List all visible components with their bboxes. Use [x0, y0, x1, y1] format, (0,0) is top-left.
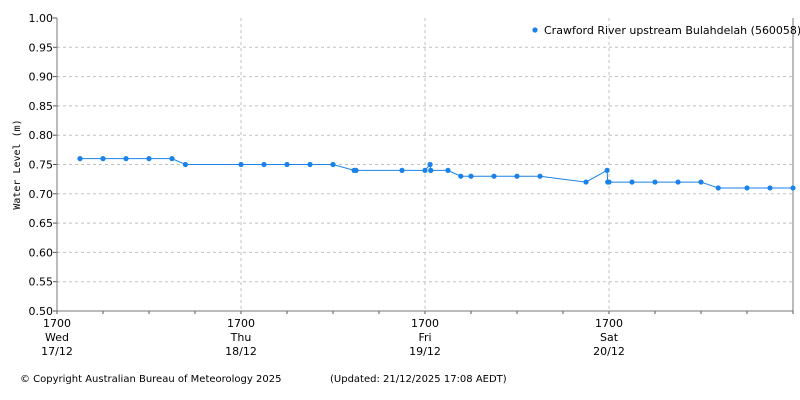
- y-tick-label: 0.55: [29, 276, 54, 289]
- data-point: [399, 167, 405, 173]
- data-point: [169, 156, 175, 162]
- data-point: [182, 161, 189, 168]
- legend-label: Crawford River upstream Bulahdelah (5600…: [544, 24, 800, 37]
- y-tick-label: 0.65: [29, 217, 54, 230]
- data-point: [261, 161, 267, 168]
- data-point: [715, 185, 721, 191]
- data-point: [790, 185, 796, 191]
- data-point: [123, 156, 129, 162]
- y-tick-label: 1.00: [29, 12, 54, 25]
- copyright-text: © Copyright Australian Bureau of Meteoro…: [20, 374, 282, 385]
- data-point: [604, 167, 610, 173]
- data-point: [422, 167, 428, 173]
- x-tick-label: Fri: [418, 331, 431, 344]
- data-point: [744, 185, 750, 191]
- data-point: [514, 173, 520, 179]
- y-tick-label: 0.50: [29, 305, 54, 318]
- x-tick-label: 1700: [43, 317, 71, 330]
- data-point: [238, 161, 244, 168]
- legend-marker: [532, 27, 538, 33]
- x-tick-label: 17/12: [41, 345, 73, 358]
- x-tick-label: 1700: [595, 317, 623, 330]
- x-tick-label: Thu: [230, 331, 252, 344]
- data-point: [353, 167, 359, 173]
- data-point: [146, 156, 152, 162]
- y-tick-label: 0.75: [29, 159, 54, 172]
- data-point: [583, 179, 589, 185]
- y-tick-label: 0.60: [29, 246, 54, 259]
- y-tick-label: 0.85: [29, 100, 54, 113]
- data-point: [428, 167, 434, 173]
- x-tick-label: 19/12: [409, 345, 441, 358]
- data-point: [698, 179, 704, 185]
- data-point: [77, 156, 83, 162]
- data-point: [458, 173, 464, 179]
- data-point: [491, 173, 497, 179]
- y-tick-label: 0.70: [29, 188, 54, 201]
- data-point: [675, 179, 681, 185]
- y-axis-label: Water Level (m): [12, 119, 23, 209]
- data-point: [767, 185, 773, 191]
- data-point: [606, 179, 612, 185]
- data-point: [537, 173, 543, 179]
- y-tick-label: 0.80: [29, 129, 54, 142]
- x-tick-label: Wed: [45, 331, 69, 344]
- data-point: [427, 161, 433, 168]
- updated-text: (Updated: 21/12/2025 17:08 AEDT): [330, 374, 507, 385]
- data-point: [629, 179, 635, 185]
- y-tick-label: 0.90: [29, 71, 54, 84]
- x-tick-label: 1700: [227, 317, 255, 330]
- x-tick-label: Sat: [600, 331, 619, 344]
- y-tick-label: 0.95: [29, 41, 54, 54]
- data-point: [468, 173, 474, 179]
- data-point: [330, 161, 336, 168]
- x-tick-label: 1700: [411, 317, 439, 330]
- data-point: [445, 167, 451, 173]
- x-tick-label: 20/12: [593, 345, 625, 358]
- data-point: [307, 161, 313, 168]
- data-point: [284, 161, 290, 168]
- x-tick-label: 18/12: [225, 345, 257, 358]
- data-point: [652, 179, 658, 185]
- data-point: [100, 156, 106, 162]
